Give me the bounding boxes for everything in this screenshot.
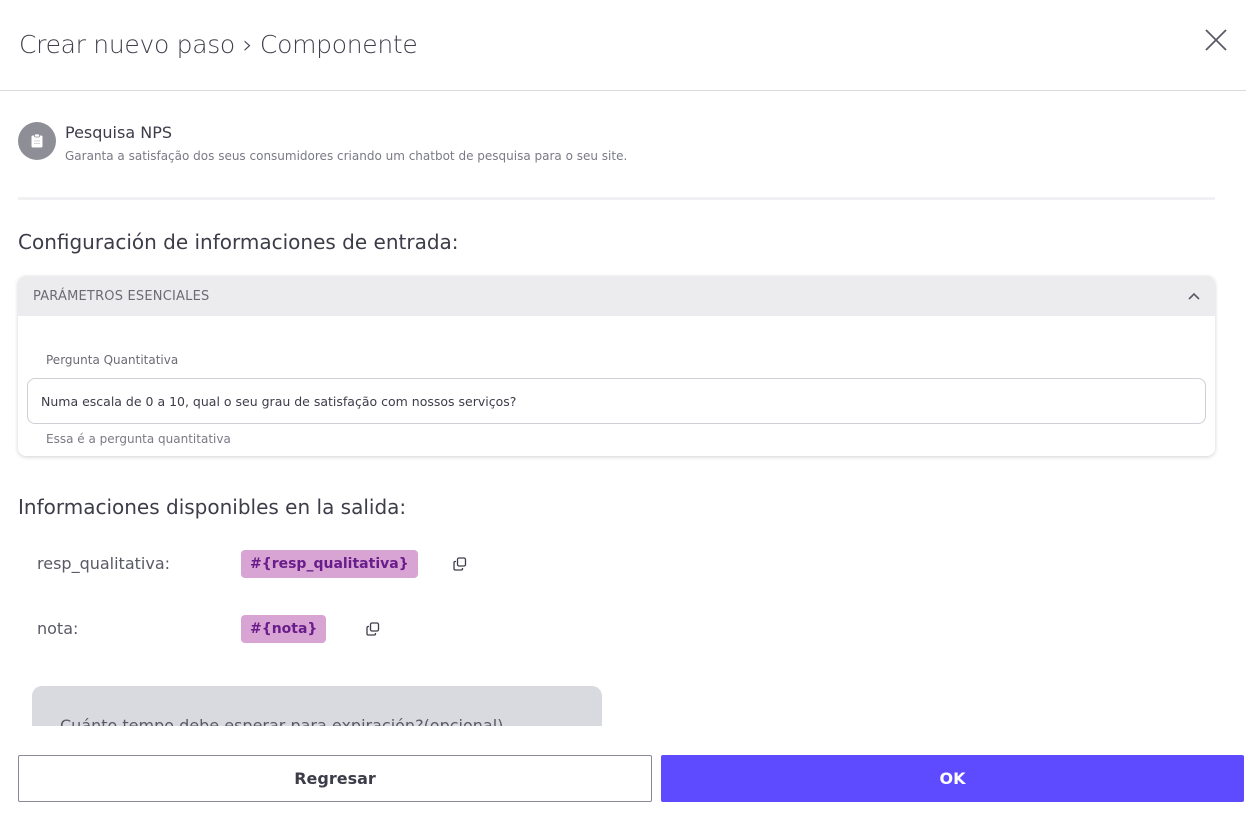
output-tag: #{nota} [241,615,327,643]
close-icon[interactable] [1204,28,1228,52]
ok-button[interactable]: OK [661,755,1244,802]
field-hint: Essa é a pergunta quantitativa [46,432,231,446]
back-button[interactable]: Regresar [18,755,652,802]
expiration-label: Cuánto tempo debe esperar para expiració… [60,716,504,726]
dialog-header: Crear nuevo paso › Componente [0,0,1246,91]
copy-icon[interactable] [453,557,467,571]
expiration-box: Cuánto tempo debe esperar para expiració… [32,686,602,726]
divider [18,197,1215,200]
panel-header[interactable]: PARÁMETROS ESENCIALES [18,276,1215,316]
field-label: Pergunta Quantitativa [46,353,179,367]
clipboard-icon [18,122,56,160]
output-name: nota: [37,619,79,638]
dialog-title: Crear nuevo paso › Componente [19,30,418,59]
panel-title: PARÁMETROS ESENCIALES [33,288,210,304]
input-section-title: Configuración de informaciones de entrad… [18,230,459,254]
output-section-title: Informaciones disponibles en la salida: [18,495,407,519]
copy-icon[interactable] [366,622,380,636]
output-tag: #{resp_qualitativa} [241,550,418,578]
output-name: resp_qualitativa: [37,554,171,573]
essential-params-panel: PARÁMETROS ESENCIALES Pergunta Quantitat… [18,276,1215,456]
chevron-up-icon[interactable] [1188,292,1200,300]
component-name: Pesquisa NPS [65,123,172,142]
quantitative-question-input[interactable] [27,378,1206,424]
component-description: Garanta a satisfação dos seus consumidor… [65,149,628,163]
dialog-content: Pesquisa NPS Garanta a satisfação dos se… [0,92,1246,726]
